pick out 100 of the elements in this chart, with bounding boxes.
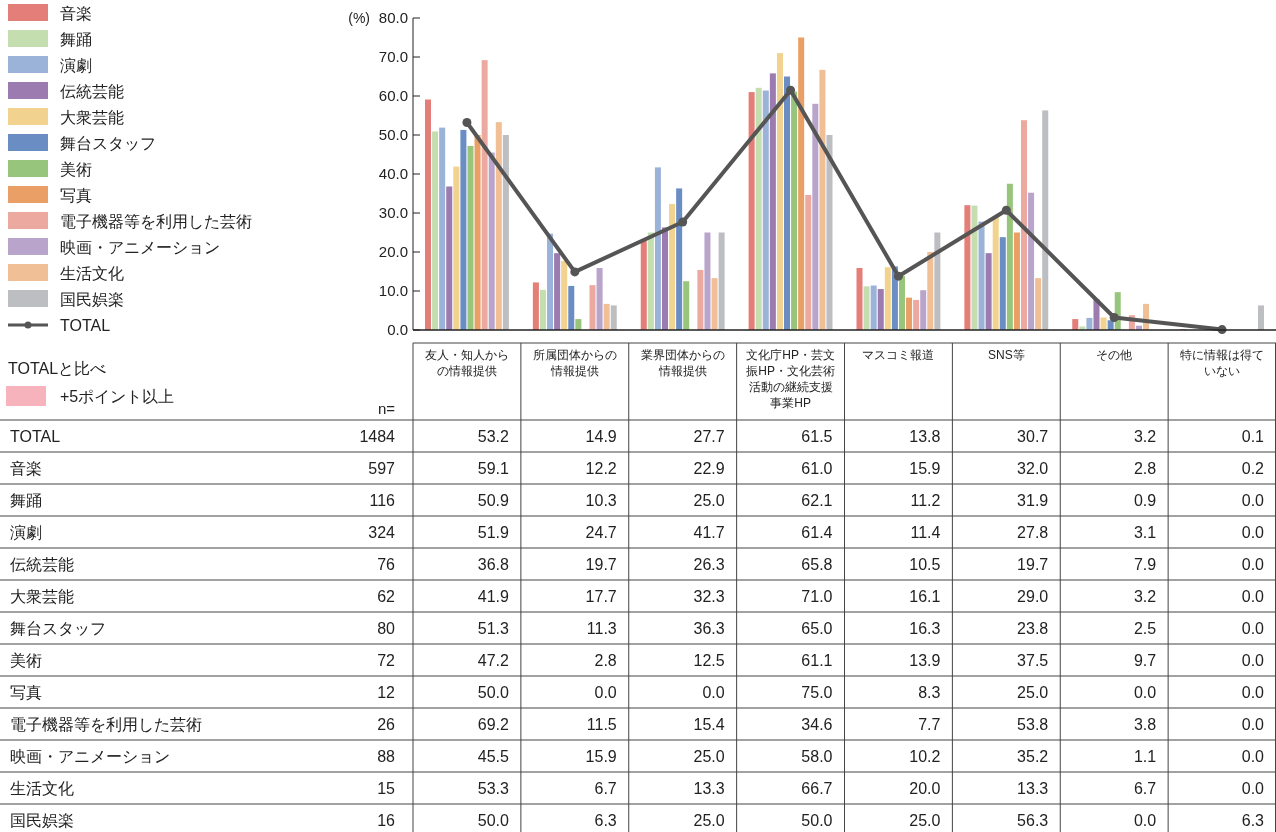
legend-label: 大衆芸能	[60, 108, 124, 126]
data-label: 7.9	[1133, 555, 1157, 573]
data-label: 0.0	[594, 683, 617, 701]
data-label: 14.9	[585, 427, 617, 445]
y-tick-label: 60.0	[378, 87, 408, 105]
text: 76	[377, 555, 396, 573]
legend-label: 写真	[60, 186, 92, 204]
data-label: 0.0	[1241, 715, 1265, 733]
data-label: 31.9	[1017, 491, 1049, 509]
data-label: 32.3	[693, 587, 725, 605]
data-label: 47.2	[477, 651, 509, 669]
y-tick-label: 80.0	[378, 9, 408, 27]
legend-label: 映画・アニメーション	[60, 238, 220, 256]
data-label: 50.0	[477, 811, 509, 829]
data-label: 0.2	[1241, 459, 1265, 477]
data-label: 25.0	[693, 747, 725, 765]
text: 116	[369, 491, 396, 509]
data-label: 2.5	[1133, 619, 1157, 637]
data-label: 71.0	[801, 587, 833, 605]
y-tick-label: 70.0	[378, 48, 408, 66]
legend-label: TOTAL	[60, 316, 111, 334]
data-label: 25.0	[1017, 683, 1049, 701]
data-label: 11.5	[586, 715, 617, 733]
data-label: 2.8	[594, 651, 617, 669]
data-label: 0.0	[1241, 619, 1265, 637]
data-label: 61.1	[801, 651, 833, 669]
data-label: 0.0	[1241, 587, 1265, 605]
legend-label: 国民娯楽	[60, 290, 124, 308]
x-tick-label: 文化庁HP・芸文振HP・文化芸術活動の継続支援事業HP	[746, 348, 835, 410]
text: 生活文化	[10, 779, 74, 797]
data-label: 0.0	[702, 683, 725, 701]
text: 80	[377, 619, 396, 637]
data-label: 1.1	[1133, 747, 1157, 765]
y-tick-label: 0.0	[387, 321, 408, 339]
text: 舞台スタッフ	[10, 619, 106, 637]
data-label: 59.1	[477, 459, 509, 477]
data-label: 50.9	[477, 491, 509, 509]
data-label: 3.2	[1133, 587, 1157, 605]
data-label: 35.2	[1017, 747, 1049, 765]
data-label: 58.0	[801, 747, 833, 765]
data-label: 25.0	[693, 811, 725, 829]
text: 国民娯楽	[10, 811, 74, 829]
data-label: 0.0	[1241, 747, 1265, 765]
y-tick-label: 10.0	[378, 282, 408, 300]
data-label: 37.5	[1017, 651, 1049, 669]
data-label: 13.9	[909, 651, 941, 669]
y-tick-label: 30.0	[378, 204, 408, 222]
data-label: 36.3	[693, 619, 725, 637]
data-label: 0.1	[1241, 427, 1265, 445]
data-label: 12.5	[693, 651, 725, 669]
data-label: 27.8	[1017, 523, 1049, 541]
data-label: 19.7	[1017, 555, 1049, 573]
data-label: 11.4	[910, 523, 941, 541]
data-label: 51.9	[477, 523, 509, 541]
data-label: 16.1	[909, 587, 941, 605]
data-label: 0.0	[1241, 779, 1265, 797]
text: 映画・アニメーション	[10, 747, 170, 765]
legend-label: 生活文化	[60, 264, 124, 282]
legend-label: 音楽	[60, 4, 92, 22]
y-tick-label: 40.0	[378, 165, 408, 183]
data-label: 41.9	[477, 587, 509, 605]
data-label: 75.0	[801, 683, 833, 701]
data-label: 3.8	[1133, 715, 1157, 733]
data-label: 15.4	[693, 715, 725, 733]
data-label: 20.0	[909, 779, 941, 797]
data-label: 65.0	[801, 619, 833, 637]
text: 美術	[10, 651, 42, 669]
data-label: 12.2	[585, 459, 617, 477]
data-label: 11.2	[910, 491, 941, 509]
x-tick-label: その他	[1096, 348, 1133, 362]
data-label: 0.0	[1133, 683, 1157, 701]
text: 597	[368, 459, 396, 477]
text: 大衆芸能	[10, 587, 74, 605]
data-label: 22.9	[693, 459, 725, 477]
data-label: 34.6	[801, 715, 833, 733]
data-label: 29.0	[1017, 587, 1049, 605]
y-tick-label: 50.0	[378, 126, 408, 144]
data-label: 3.2	[1133, 427, 1157, 445]
data-label: 66.7	[801, 779, 833, 797]
data-label: 56.3	[1017, 811, 1049, 829]
text: 1484	[359, 427, 396, 445]
data-label: 24.7	[585, 523, 617, 541]
legend-label: 電子機器等を利用した芸術	[60, 212, 252, 230]
text: 15	[377, 779, 396, 797]
text: TOTALと比べ	[8, 359, 107, 377]
legend-label: 美術	[60, 160, 92, 178]
text: +5ポイント以上	[60, 387, 175, 405]
data-label: 50.0	[801, 811, 833, 829]
data-label: 62.1	[801, 491, 833, 509]
data-label: 25.0	[909, 811, 941, 829]
data-label: 65.8	[801, 555, 833, 573]
data-label: 0.0	[1241, 491, 1265, 509]
x-tick-label: 特に情報は得ていない	[1180, 348, 1265, 378]
x-tick-label: 友人・知人からの情報提供	[424, 348, 509, 378]
legend-label: 舞踊	[60, 30, 92, 48]
data-label: 6.7	[594, 779, 617, 797]
data-label: 17.7	[585, 587, 617, 605]
data-label: 53.3	[477, 779, 509, 797]
data-label: 32.0	[1017, 459, 1049, 477]
data-label: 10.5	[909, 555, 941, 573]
